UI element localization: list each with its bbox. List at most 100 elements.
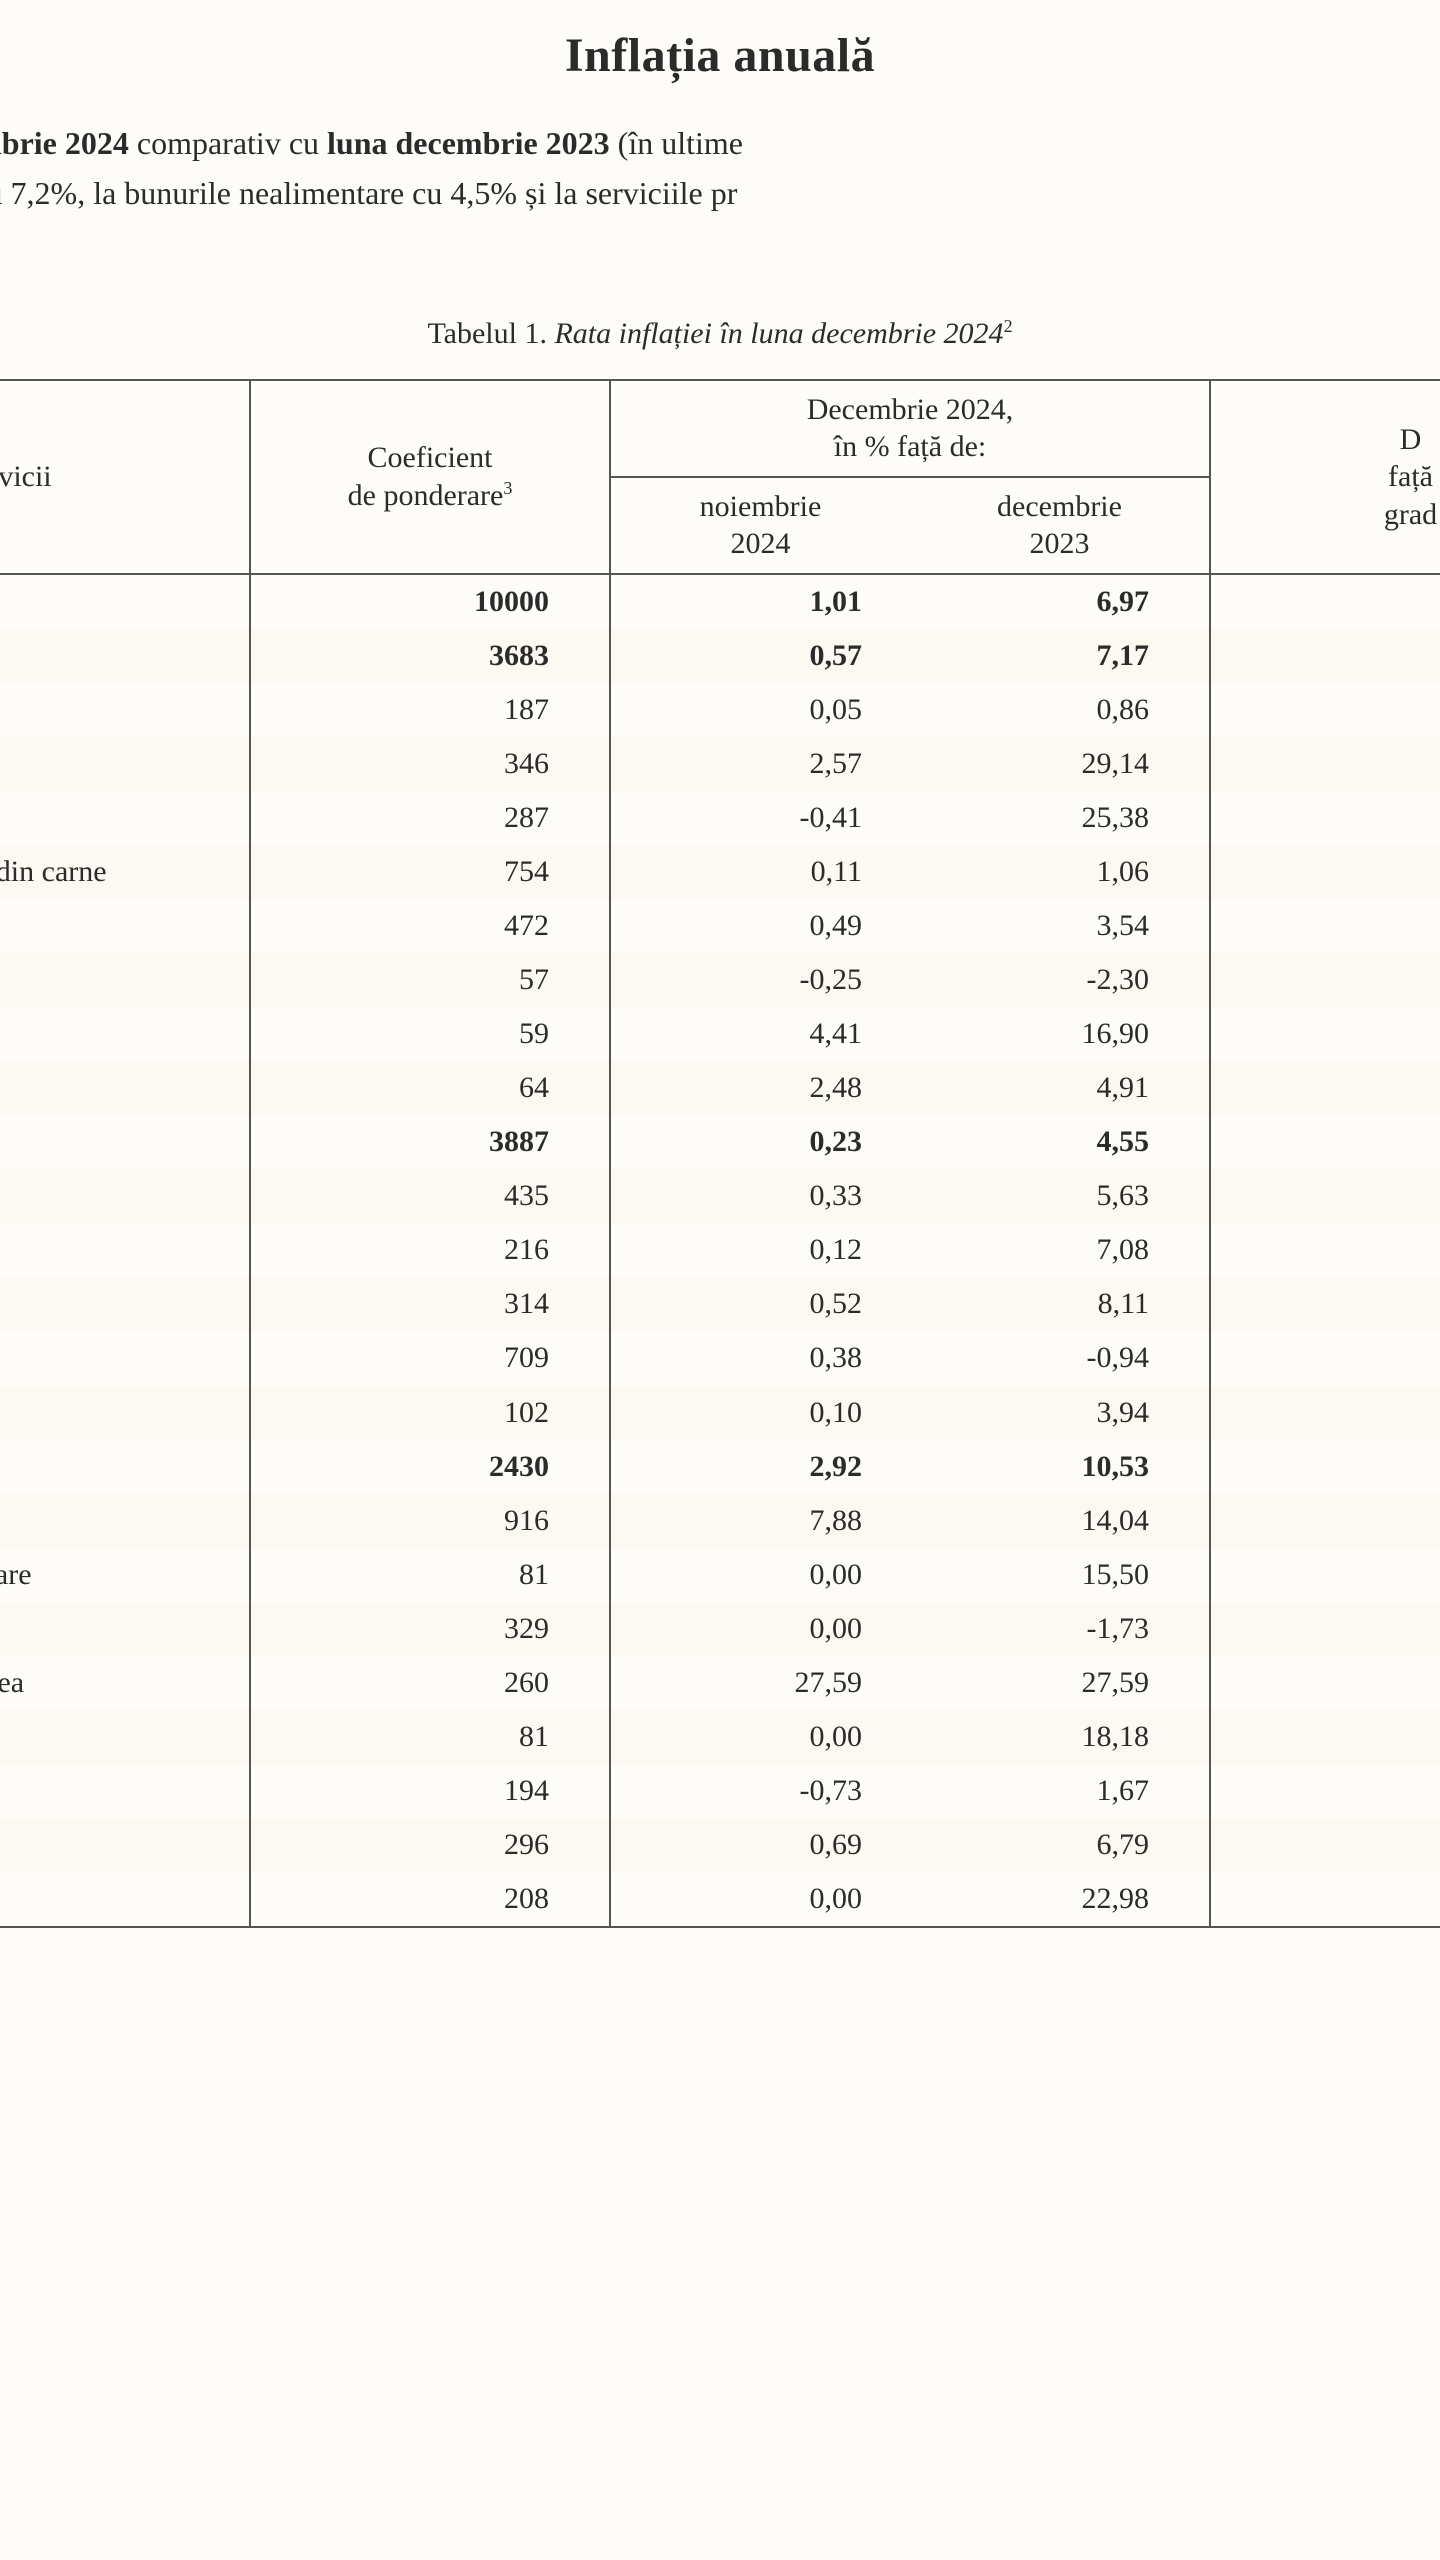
row-label (0, 1169, 250, 1223)
row-dec2023: 6,79 (910, 1818, 1210, 1872)
row-label: alizată (0, 1710, 250, 1764)
caption-sup: 2 (1004, 316, 1013, 336)
row-right-cut (1210, 1440, 1440, 1494)
th-right-l1: D (1400, 423, 1422, 456)
row-label (0, 1872, 250, 1927)
row-label (0, 737, 250, 791)
row-nov2024: 0,49 (610, 899, 910, 953)
row-dec2023: 10,53 (910, 1440, 1210, 1494)
caption-italic: Rata inflației în luna decembrie 2024 (554, 317, 1003, 350)
row-nov2024: 7,88 (610, 1494, 910, 1548)
row-right-cut (1210, 737, 1440, 791)
table-row: eri194-0,731,67 (0, 1764, 1440, 1818)
row-coef: 709 (250, 1331, 610, 1386)
row-coef: 81 (250, 1710, 610, 1764)
th-dec2024-vs-l1: Decembrie 2024, (807, 393, 1014, 426)
row-coef: 346 (250, 737, 610, 791)
table-caption: Tabelul 1. Rata inflației în luna decemb… (0, 316, 1440, 351)
row-label (0, 1277, 250, 1331)
th-nov2024: noiembrie 2024 (610, 477, 910, 574)
intro-l1-b1: luna decembrie 2024 (0, 125, 129, 161)
row-right-cut (1210, 1331, 1440, 1386)
row-coef: 754 (250, 845, 610, 899)
row-nov2024: 0,00 (610, 1872, 910, 1927)
row-coef: 3683 (250, 629, 610, 683)
row-nov2024: -0,41 (610, 791, 910, 845)
row-label: tive (0, 1494, 250, 1548)
row-label (0, 953, 250, 1007)
row-right-cut (1210, 1656, 1440, 1710)
page-title: Inflația anuală (0, 28, 1440, 83)
row-label (0, 1223, 250, 1277)
table-row: 594,4116,90 (0, 1007, 1440, 1061)
table-row: 3140,528,11 (0, 1277, 1440, 1331)
th-right-l2: față (1388, 460, 1433, 493)
row-dec2023: 3,54 (910, 899, 1210, 953)
th-dec2023: decembrie 2023 (910, 477, 1210, 574)
row-dec2023: 1,67 (910, 1764, 1210, 1818)
row-dec2023: 1,06 (910, 845, 1210, 899)
table-row: prin rețea26027,5927,59 (0, 1656, 1440, 1710)
row-coef: 260 (250, 1656, 610, 1710)
th-coef-l1: Coeficient (368, 441, 493, 474)
th-right-l3: grad (1384, 498, 1437, 531)
row-dec2023: -0,94 (910, 1331, 1210, 1386)
row-coef: 296 (250, 1818, 610, 1872)
row-label (0, 683, 250, 737)
row-label (0, 1007, 250, 1061)
row-coef: 472 (250, 899, 610, 953)
row-coef: 314 (250, 1277, 610, 1331)
th-coef-l2: de ponderare (348, 479, 504, 512)
row-label: e (0, 1115, 250, 1169)
intro-l1-b2: luna decembrie 2023 (327, 125, 610, 161)
row-dec2023: 0,86 (910, 683, 1210, 737)
table-row: 100001,016,97 (0, 574, 1440, 629)
table-row: 642,484,91 (0, 1061, 1440, 1115)
table-body: 100001,016,9736830,577,171870,050,863462… (0, 574, 1440, 1927)
table-row: 3462,5729,14 (0, 737, 1440, 791)
row-coef: 10000 (250, 574, 610, 629)
row-right-cut (1210, 1872, 1440, 1927)
row-nov2024: 0,12 (610, 1223, 910, 1277)
row-right-cut (1210, 1386, 1440, 1440)
row-label: anți6 (0, 1331, 250, 1386)
th-coef: Coeficient de ponderare3 (250, 380, 610, 574)
table-row: 1870,050,86 (0, 683, 1440, 737)
row-dec2023: 7,17 (910, 629, 1210, 683)
th-nov-l2: 2024 (731, 527, 791, 560)
row-dec2023: 3,94 (910, 1386, 1210, 1440)
row-coef: 59 (250, 1007, 610, 1061)
row-dec2023: 4,91 (910, 1061, 1210, 1115)
row-label: canalizare (0, 1548, 250, 1602)
row-label (0, 1440, 250, 1494)
row-dec2023: 15,50 (910, 1548, 1210, 1602)
row-nov2024: 0,69 (610, 1818, 910, 1872)
table-row: 2960,696,79 (0, 1818, 1440, 1872)
row-coef: 3887 (250, 1115, 610, 1169)
row-nov2024: 2,57 (610, 737, 910, 791)
row-right-cut (1210, 1602, 1440, 1656)
row-dec2023: 29,14 (910, 737, 1210, 791)
row-label (0, 629, 250, 683)
row-coef: 194 (250, 1764, 610, 1818)
row-nov2024: 27,59 (610, 1656, 910, 1710)
row-coef: 287 (250, 791, 610, 845)
table-row: 2080,0022,98 (0, 1872, 1440, 1927)
row-coef: 435 (250, 1169, 610, 1223)
intro-l2: produse alimentare cu 7,2%, la bunurile … (0, 175, 737, 211)
th-coef-sup: 3 (503, 478, 512, 498)
table-row: tive9167,8814,04 (0, 1494, 1440, 1548)
caption-prefix: Tabelul 1. (427, 317, 554, 350)
row-nov2024: 4,41 (610, 1007, 910, 1061)
row-dec2023: 18,18 (910, 1710, 1210, 1764)
row-coef: 916 (250, 1494, 610, 1548)
row-right-cut (1210, 1061, 1440, 1115)
row-nov2024: 0,00 (610, 1548, 910, 1602)
th-dec-l2: 2023 (1030, 527, 1090, 560)
row-nov2024: 0,10 (610, 1386, 910, 1440)
row-coef: 57 (250, 953, 610, 1007)
table-row: 24302,9210,53 (0, 1440, 1440, 1494)
row-dec2023: 7,08 (910, 1223, 1210, 1277)
row-right-cut (1210, 629, 1440, 683)
th-dec-l1: decembrie (997, 490, 1122, 523)
